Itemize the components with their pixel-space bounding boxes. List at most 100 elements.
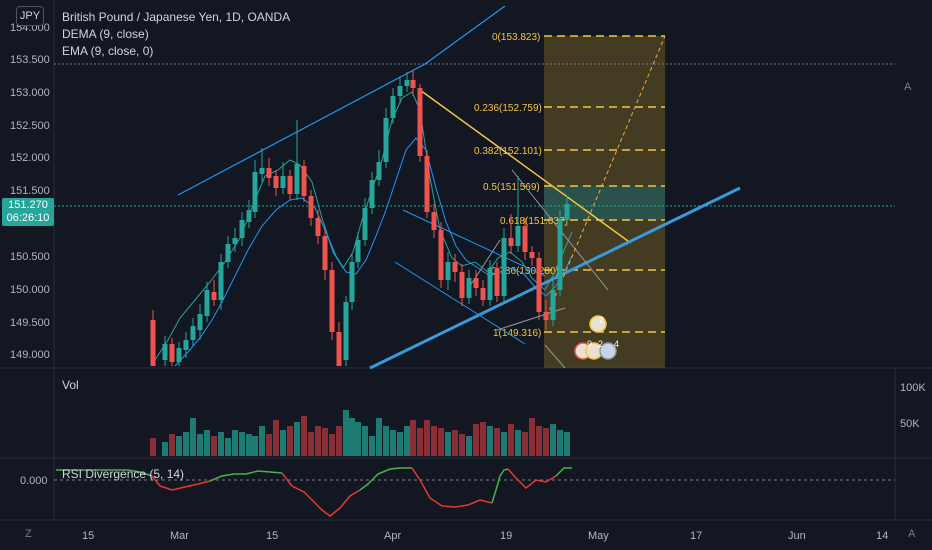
fib-diagonal-line[interactable] (546, 35, 666, 317)
candle-body[interactable] (273, 176, 279, 188)
candle-body[interactable] (431, 212, 437, 230)
volume-bar (329, 434, 335, 456)
volume-bar (508, 424, 514, 456)
candle-body[interactable] (211, 292, 217, 300)
auto-scale-top-button[interactable]: A (904, 81, 912, 93)
candle-body[interactable] (239, 220, 245, 238)
price-label: 153.500 (10, 54, 50, 66)
candle-body[interactable] (487, 268, 493, 300)
price-label: 150.500 (10, 251, 50, 263)
ema-legend[interactable]: EMA (9, close, 0) (62, 44, 154, 58)
event-marker-icon[interactable] (589, 315, 607, 333)
candle-body[interactable] (376, 162, 382, 180)
candle-body[interactable] (459, 272, 465, 298)
volume-bar (473, 424, 479, 456)
candle-body[interactable] (176, 348, 182, 362)
candle-body[interactable] (190, 326, 196, 340)
candle-body[interactable] (329, 270, 335, 332)
candle-body[interactable] (162, 344, 168, 360)
event-markers[interactable]: 2 9 2 4 (574, 315, 619, 360)
channel-upper-line[interactable] (402, 209, 546, 277)
candle-body[interactable] (343, 302, 349, 360)
candle-body[interactable] (383, 118, 389, 162)
candle-body[interactable] (315, 218, 321, 236)
candle-body[interactable] (508, 238, 514, 246)
scale-z-button[interactable]: Z (25, 528, 32, 540)
volume-bar (522, 432, 528, 456)
candle-body[interactable] (494, 268, 500, 296)
candle-body[interactable] (225, 244, 231, 262)
price-label: 149.500 (10, 317, 50, 329)
candle-body[interactable] (322, 236, 328, 270)
candle-body[interactable] (280, 176, 286, 188)
candle-body[interactable] (252, 172, 258, 212)
chart-title[interactable]: British Pound / Japanese Yen, 1D, OANDA (62, 10, 291, 24)
volume-bar (252, 436, 258, 456)
candle-body[interactable] (287, 176, 293, 194)
channel-lower-line[interactable] (394, 261, 526, 345)
candle-body[interactable] (501, 238, 507, 296)
price-label: 149.000 (10, 349, 50, 361)
candle-body[interactable] (543, 312, 549, 320)
candle-body[interactable] (445, 262, 451, 280)
candle-body[interactable] (369, 180, 375, 208)
candle-body[interactable] (410, 80, 416, 88)
upper-channel-line-2[interactable] (424, 5, 506, 65)
candle-body[interactable] (308, 196, 314, 218)
volume-bar (550, 424, 556, 456)
fib-level-lines[interactable] (544, 35, 665, 333)
candle-body[interactable] (266, 168, 272, 178)
candle-body[interactable] (529, 252, 535, 258)
candle-body[interactable] (522, 226, 528, 252)
candle-body[interactable] (204, 290, 210, 316)
price-axis[interactable]: 154.000 153.500 153.000 152.500 152.000 … (10, 22, 50, 361)
candle-body[interactable] (362, 208, 368, 240)
candle-body[interactable] (564, 204, 570, 220)
auto-scale-button[interactable]: A (908, 528, 916, 540)
candle-body[interactable] (466, 278, 472, 298)
grey-lower-line[interactable] (544, 344, 566, 369)
candle-body[interactable] (355, 240, 361, 262)
rsi-pane-title[interactable]: RSI Divergence (5, 14) (62, 467, 184, 481)
candle-body[interactable] (197, 314, 203, 330)
volume-bar (308, 432, 314, 456)
candle-body[interactable] (246, 210, 252, 222)
flag-marker-icon[interactable] (599, 342, 617, 360)
candle-body[interactable] (183, 340, 189, 350)
candle-body[interactable] (397, 86, 403, 96)
candle-body[interactable] (169, 344, 175, 362)
volume-pane-title[interactable]: Vol (62, 378, 79, 392)
volume-bar (169, 434, 175, 456)
candle-body[interactable] (515, 226, 521, 246)
symbol-badge[interactable]: JPY (16, 6, 44, 26)
candle-body[interactable] (232, 238, 238, 244)
candle-body[interactable] (480, 288, 486, 300)
descending-resistance-line[interactable] (419, 89, 629, 242)
price-label: 152.000 (10, 152, 50, 164)
dema-legend[interactable]: DEMA (9, close) (62, 27, 149, 41)
candle-body[interactable] (301, 166, 307, 196)
candle-body[interactable] (218, 262, 224, 300)
time-axis[interactable]: 15 Mar 15 Apr 19 May 17 Jun 14 (82, 530, 888, 542)
candle-body[interactable] (336, 332, 342, 366)
candle-body[interactable] (404, 80, 410, 86)
candle-body[interactable] (557, 220, 563, 290)
candle-body[interactable] (536, 258, 542, 312)
candlestick-series[interactable] (150, 70, 570, 366)
candle-body[interactable] (294, 164, 300, 194)
candle-body[interactable] (259, 168, 265, 174)
candle-body[interactable] (550, 290, 556, 320)
candle-body[interactable] (473, 278, 479, 288)
candle-body[interactable] (438, 230, 444, 280)
candle-body[interactable] (424, 156, 430, 212)
upper-channel-line[interactable] (177, 63, 426, 196)
candle-body[interactable] (349, 262, 355, 302)
candle-body[interactable] (452, 262, 458, 272)
lower-support-line[interactable] (369, 186, 741, 370)
candle-body[interactable] (417, 88, 423, 156)
candle-body[interactable] (390, 96, 396, 118)
fib-level-label: 0.786(150.280) (491, 266, 559, 277)
candle-body[interactable] (150, 320, 156, 366)
price-label: 150.000 (10, 284, 50, 296)
